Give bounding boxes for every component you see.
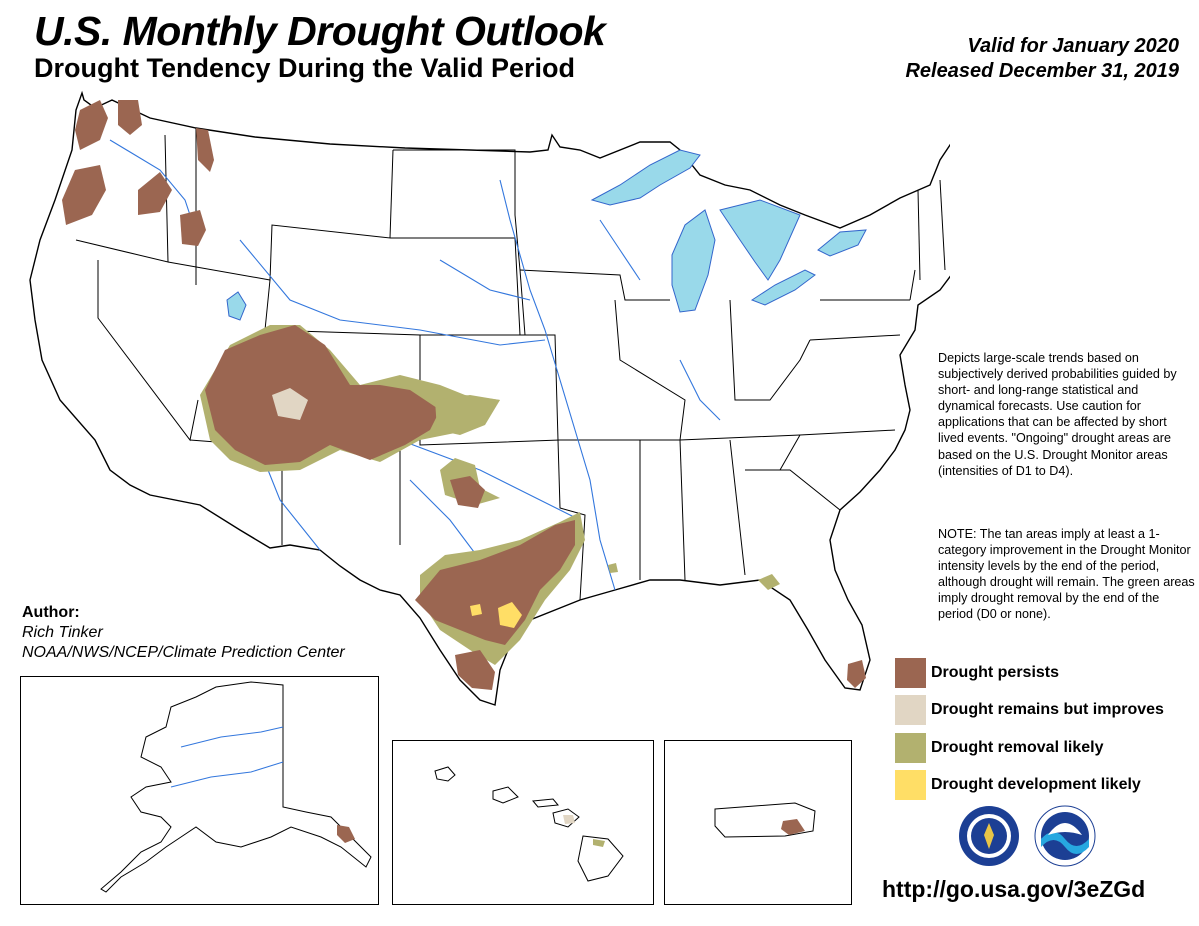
drought-persists-area	[118, 100, 142, 135]
drought-development-area	[498, 602, 522, 628]
noaa-logo	[1034, 805, 1096, 867]
drought-persists-area	[138, 172, 172, 215]
url-link[interactable]: http://go.usa.gov/3eZGd	[882, 876, 1146, 902]
lake-huron	[719, 199, 801, 281]
drought-areas	[62, 100, 866, 690]
map-title: U.S. Monthly Drought Outlook	[34, 8, 606, 54]
legend-label: Drought remains but improves	[931, 701, 1164, 718]
legend-label: Drought persists	[931, 664, 1060, 681]
alaska-inset	[20, 676, 379, 905]
maui-improves	[563, 815, 575, 824]
legend-item-drought-removal: Drought removal likely	[895, 733, 1104, 763]
hawaii-map	[434, 766, 624, 882]
kauai	[434, 766, 456, 782]
lake-superior	[590, 149, 701, 206]
puerto-rico-map	[714, 802, 816, 838]
drought-persists-area	[180, 210, 206, 246]
legend-swatch	[895, 695, 926, 725]
alaska-map	[100, 681, 372, 893]
legend-swatch	[895, 770, 926, 800]
drought-persists-area	[62, 165, 106, 225]
drought-removal-area	[608, 563, 618, 573]
drought-persists-area	[455, 650, 495, 690]
hawaii-inset	[392, 740, 654, 905]
conus-map	[29, 90, 950, 706]
drought-removal-area	[435, 395, 500, 435]
author-heading: Author:	[22, 604, 80, 621]
molokai	[532, 798, 559, 808]
drought-removal-area	[758, 574, 780, 590]
great-salt-lake	[226, 291, 247, 321]
drought-development-area	[470, 604, 482, 616]
lake-erie	[750, 269, 816, 306]
drought-persists-area	[205, 325, 440, 465]
puerto-rico-persists	[781, 819, 805, 835]
nws-logo	[959, 806, 1019, 866]
legend-label: Drought removal likely	[931, 739, 1104, 756]
author-block: Author: Rich Tinker NOAA/NWS/NCEP/Climat…	[22, 603, 345, 663]
alaska-rivers	[170, 726, 284, 788]
legend-item-drought-improves: Drought remains but improves	[895, 695, 1164, 725]
lake-michigan	[671, 209, 716, 313]
map-note: NOTE: The tan areas imply at least a 1-c…	[938, 527, 1195, 622]
alaska-persists	[337, 825, 355, 843]
puerto-rico-inset	[664, 740, 852, 905]
release-date: Released December 31, 2019	[905, 60, 1179, 82]
valid-period: Valid for January 2020	[967, 35, 1179, 57]
legend-swatch	[895, 733, 926, 763]
map-description: Depicts large-scale trends based on subj…	[938, 351, 1177, 478]
drought-persists-area	[75, 100, 108, 150]
author-organization: NOAA/NWS/NCEP/Climate Prediction Center	[22, 644, 345, 661]
alaska-outline	[100, 681, 372, 893]
drought-improves-area	[272, 388, 308, 420]
drought-persists-area	[415, 520, 575, 645]
hawaii-removal	[593, 839, 605, 847]
hawaii-big-island	[577, 835, 624, 882]
legend-label: Drought development likely	[931, 776, 1141, 793]
drought-persists-area	[450, 476, 485, 508]
legend-item-drought-development: Drought development likely	[895, 770, 1141, 800]
legend-item-drought-persists: Drought persists	[895, 658, 1059, 688]
author-name: Rich Tinker	[22, 624, 103, 641]
oahu	[492, 786, 519, 804]
drought-persists-area	[196, 128, 214, 172]
legend-swatch	[895, 658, 926, 688]
drought-persists-area	[847, 660, 866, 688]
lake-ontario	[817, 229, 867, 257]
map-subtitle: Drought Tendency During the Valid Period	[34, 53, 576, 83]
